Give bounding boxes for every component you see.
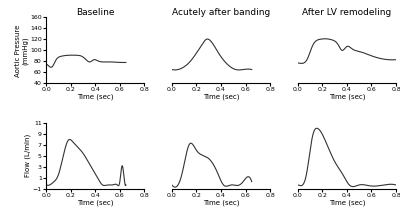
Title: Baseline: Baseline: [76, 8, 114, 16]
Y-axis label: Flow (L/min): Flow (L/min): [25, 134, 31, 178]
X-axis label: Time (sec): Time (sec): [203, 94, 239, 100]
Title: Acutely after banding: Acutely after banding: [172, 8, 270, 16]
X-axis label: Time (sec): Time (sec): [77, 94, 114, 100]
X-axis label: Time (sec): Time (sec): [328, 199, 365, 206]
X-axis label: Time (sec): Time (sec): [203, 199, 239, 206]
Y-axis label: Aortic Pressure
(mmHg): Aortic Pressure (mmHg): [15, 24, 29, 77]
Title: After LV remodeling: After LV remodeling: [302, 8, 392, 16]
X-axis label: Time (sec): Time (sec): [328, 94, 365, 100]
X-axis label: Time (sec): Time (sec): [77, 199, 114, 206]
